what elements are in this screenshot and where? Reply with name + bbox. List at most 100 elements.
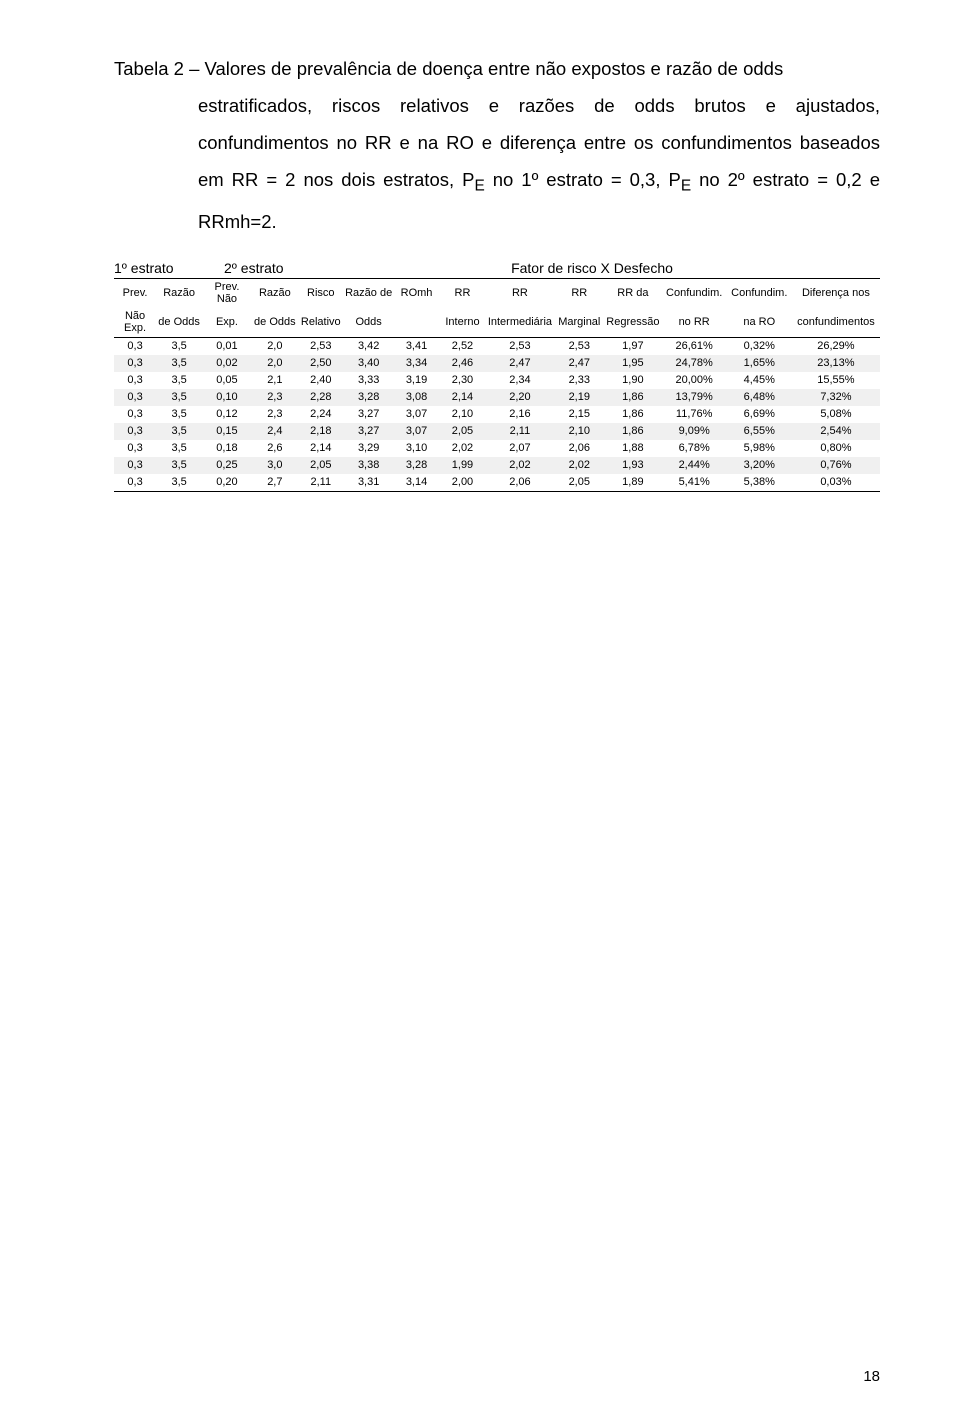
table-row: 0,33,50,022,02,503,403,342,462,472,471,9… (114, 355, 880, 372)
table-cell: 3,20% (727, 457, 792, 474)
table-cell: 1,97 (604, 337, 661, 355)
table-cell: 6,48% (727, 389, 792, 406)
table-cell: 1,86 (604, 406, 661, 423)
col-header-2-1: de Odds (156, 308, 202, 338)
col-header-1-0: Prev. (114, 278, 156, 308)
col-header-2-4: Relativo (298, 308, 344, 338)
table-cell: 2,02 (485, 457, 554, 474)
table-cell: 2,50 (298, 355, 344, 372)
table-cell: 2,24 (298, 406, 344, 423)
table-cell: 2,44% (662, 457, 727, 474)
table-cell: 6,55% (727, 423, 792, 440)
col-header-2-10: Regressão (604, 308, 661, 338)
caption-rest2: no 1º estrato = 0,3, P (485, 169, 681, 190)
table-caption: Tabela 2 – Valores de prevalência de doe… (114, 50, 880, 240)
table-cell: 0,10 (202, 389, 252, 406)
table-body: 0,33,50,012,02,533,423,412,522,532,531,9… (114, 337, 880, 491)
col-header-2-12: na RO (727, 308, 792, 338)
table-cell: 0,3 (114, 423, 156, 440)
table-cell: 2,6 (252, 440, 298, 457)
table-cell: 2,53 (298, 337, 344, 355)
caption-sub1: E (474, 178, 484, 195)
table-cell: 13,79% (662, 389, 727, 406)
table-cell: 1,90 (604, 372, 661, 389)
table-cell: 3,5 (156, 372, 202, 389)
table-cell: 0,20 (202, 474, 252, 492)
table-cell: 2,53 (554, 337, 604, 355)
table-cell: 0,76% (792, 457, 880, 474)
table-cell: 2,47 (554, 355, 604, 372)
table-cell: 2,19 (554, 389, 604, 406)
table-cell: 2,3 (252, 406, 298, 423)
table-cell: 3,38 (344, 457, 394, 474)
table-cell: 3,08 (394, 389, 440, 406)
col-header-1-10: RR da (604, 278, 661, 308)
table-cell: 3,34 (394, 355, 440, 372)
table-cell: 2,05 (298, 457, 344, 474)
table-cell: 2,7 (252, 474, 298, 492)
col-header-2-9: Marginal (554, 308, 604, 338)
col-header-2-2: Exp. (202, 308, 252, 338)
col-header-1-3: Razão (252, 278, 298, 308)
page-number: 18 (863, 1368, 880, 1385)
table-cell: 2,14 (298, 440, 344, 457)
table-cell: 2,10 (554, 423, 604, 440)
col-header-1-2: Prev. Não (202, 278, 252, 308)
table-cell: 2,20 (485, 389, 554, 406)
table-cell: 2,0 (252, 355, 298, 372)
col-header-2-8: Intermediária (485, 308, 554, 338)
table-cell: 3,14 (394, 474, 440, 492)
table-cell: 2,14 (440, 389, 486, 406)
table-cell: 0,03% (792, 474, 880, 492)
table-cell: 2,30 (440, 372, 486, 389)
table-cell: 3,29 (344, 440, 394, 457)
table-cell: 3,40 (344, 355, 394, 372)
table-cell: 0,01 (202, 337, 252, 355)
table-cell: 1,99 (440, 457, 486, 474)
table-cell: 2,0 (252, 337, 298, 355)
col-header-2-5: Odds (344, 308, 394, 338)
table-cell: 0,18 (202, 440, 252, 457)
table-cell: 23,13% (792, 355, 880, 372)
table-cell: 2,47 (485, 355, 554, 372)
col-header-1-5: Razão de (344, 278, 394, 308)
table-cell: 20,00% (662, 372, 727, 389)
table-cell: 3,5 (156, 337, 202, 355)
table-cell: 3,31 (344, 474, 394, 492)
table-cell: 3,5 (156, 423, 202, 440)
caption-line1-tail: – Valores de prevalência de doença entre… (184, 58, 783, 79)
table-cell: 2,18 (298, 423, 344, 440)
table-cell: 2,33 (554, 372, 604, 389)
table-cell: 2,53 (485, 337, 554, 355)
table-cell: 3,5 (156, 474, 202, 492)
table-cell: 3,5 (156, 406, 202, 423)
stratum-2-label: 2º estrato (224, 260, 344, 276)
table-cell: 4,45% (727, 372, 792, 389)
table-row: 0,33,50,012,02,533,423,412,522,532,531,9… (114, 337, 880, 355)
table-cell: 5,98% (727, 440, 792, 457)
document-page: Tabela 2 – Valores de prevalência de doe… (0, 0, 960, 1419)
table-cell: 0,3 (114, 389, 156, 406)
table-row: 0,33,50,152,42,183,273,072,052,112,101,8… (114, 423, 880, 440)
table-cell: 2,4 (252, 423, 298, 440)
table-cell: 9,09% (662, 423, 727, 440)
table-cell: 3,41 (394, 337, 440, 355)
table-head: Prev.RazãoPrev. NãoRazãoRiscoRazão deROm… (114, 278, 880, 337)
table-cell: 7,32% (792, 389, 880, 406)
table-cell: 2,10 (440, 406, 486, 423)
table-cell: 2,06 (554, 440, 604, 457)
table-cell: 2,02 (440, 440, 486, 457)
table-cell: 0,3 (114, 440, 156, 457)
table-cell: 2,06 (485, 474, 554, 492)
table-cell: 1,89 (604, 474, 661, 492)
col-header-1-1: Razão (156, 278, 202, 308)
table-cell: 2,16 (485, 406, 554, 423)
table-cell: 5,41% (662, 474, 727, 492)
table-cell: 6,78% (662, 440, 727, 457)
table-cell: 3,33 (344, 372, 394, 389)
table-cell: 3,28 (394, 457, 440, 474)
table-cell: 0,3 (114, 406, 156, 423)
table-cell: 0,3 (114, 355, 156, 372)
table-cell: 2,40 (298, 372, 344, 389)
stratum-1-label: 1º estrato (114, 260, 224, 276)
